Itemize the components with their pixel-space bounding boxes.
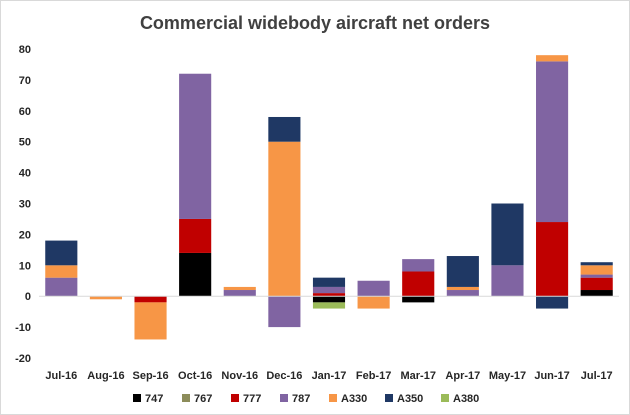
bar-segment xyxy=(580,265,613,275)
legend-label: 747 xyxy=(145,393,163,405)
bar-segment xyxy=(268,116,301,142)
bar-segment xyxy=(446,256,479,287)
bar-segment xyxy=(268,141,301,297)
bar-segment xyxy=(45,240,78,266)
x-tick-label: Apr-17 xyxy=(445,370,480,382)
bar-segment xyxy=(179,218,212,253)
x-tick-label: Jun-17 xyxy=(534,370,569,382)
bar-segment xyxy=(312,296,346,303)
x-tick-label: Aug-16 xyxy=(87,370,124,382)
bar-segment xyxy=(536,296,569,309)
legend: 747 767 777 787 A330 A350 A380 xyxy=(133,393,479,405)
x-tick-label: Dec-16 xyxy=(266,370,302,382)
bar-segment xyxy=(357,280,390,297)
y-tick-label: 70 xyxy=(19,75,31,87)
bar-segment xyxy=(491,203,524,266)
bar-segment xyxy=(580,262,613,266)
bar-segment xyxy=(580,274,613,278)
bar-segment xyxy=(402,259,435,272)
legend-label: A380 xyxy=(453,393,479,405)
x-tick-label: Jul-16 xyxy=(45,370,77,382)
x-tick-label: Sep-16 xyxy=(132,370,168,382)
bar-segment xyxy=(580,290,613,297)
legend-label: 787 xyxy=(292,393,310,405)
bar-segment xyxy=(179,252,212,297)
bar-segment xyxy=(223,286,256,291)
legend-label: A350 xyxy=(397,393,423,405)
x-tick-label: Mar-17 xyxy=(400,370,435,382)
bar-segment xyxy=(134,296,167,303)
x-tick-label: Jan-17 xyxy=(312,370,347,382)
legend-swatch xyxy=(182,394,190,402)
legend-label: 777 xyxy=(243,393,261,405)
y-tick-label: 80 xyxy=(19,44,31,56)
y-tick-label: 10 xyxy=(19,260,31,272)
x-axis: Jul-16 Aug-16 Sep-16 Oct-16 Nov-16 Dec-16 Jan-… xyxy=(45,370,612,382)
x-tick-label: Jul-17 xyxy=(581,370,613,382)
y-tick-label: 20 xyxy=(19,229,31,241)
bar-segment xyxy=(134,302,167,340)
y-tick-label: 0 xyxy=(25,291,31,303)
legend-swatch xyxy=(280,394,288,402)
bar-segment xyxy=(312,286,346,294)
bar-segment xyxy=(89,296,122,300)
legend-swatch xyxy=(133,394,141,402)
y-tick-label: 40 xyxy=(19,168,31,180)
bar-segment xyxy=(223,290,256,297)
bar-segment xyxy=(179,73,212,219)
legend-swatch xyxy=(385,394,393,402)
x-tick-label: Oct-16 xyxy=(178,370,212,382)
legend-swatch xyxy=(231,394,239,402)
bar-segment xyxy=(536,222,569,297)
bar-segment xyxy=(536,55,569,62)
y-tick-label: 60 xyxy=(19,106,31,118)
legend-label: 767 xyxy=(194,393,212,405)
chart-title: Commercial widebody aircraft net orders xyxy=(140,13,490,33)
bar-segment xyxy=(45,277,78,297)
y-tick-label: 30 xyxy=(19,199,31,211)
bar-segment xyxy=(312,277,346,287)
bar-segment xyxy=(536,61,569,223)
bar-segment xyxy=(446,290,479,297)
y-tick-label: -10 xyxy=(15,322,31,334)
x-tick-label: Nov-16 xyxy=(221,370,258,382)
bar-segment xyxy=(446,286,479,291)
x-tick-label: May-17 xyxy=(489,370,526,382)
bar-segment xyxy=(580,277,613,291)
legend-label: A330 xyxy=(341,393,367,405)
bar-segment xyxy=(45,265,78,278)
bar-segment xyxy=(312,293,346,297)
bar-segment xyxy=(312,302,346,309)
bar-segment xyxy=(402,296,435,303)
y-tick-label: 50 xyxy=(19,137,31,149)
bar-segment xyxy=(402,271,435,297)
bar-segment xyxy=(268,296,301,328)
bar-segment xyxy=(357,296,390,309)
x-tick-label: Feb-17 xyxy=(356,370,391,382)
y-tick-label: -20 xyxy=(15,353,31,365)
y-axis: -20 -10 0 10 20 30 40 50 60 70 80 xyxy=(15,44,31,365)
bar-segment xyxy=(491,265,524,297)
legend-swatch xyxy=(329,394,337,402)
bars-group xyxy=(45,55,613,340)
legend-swatch xyxy=(441,394,449,402)
